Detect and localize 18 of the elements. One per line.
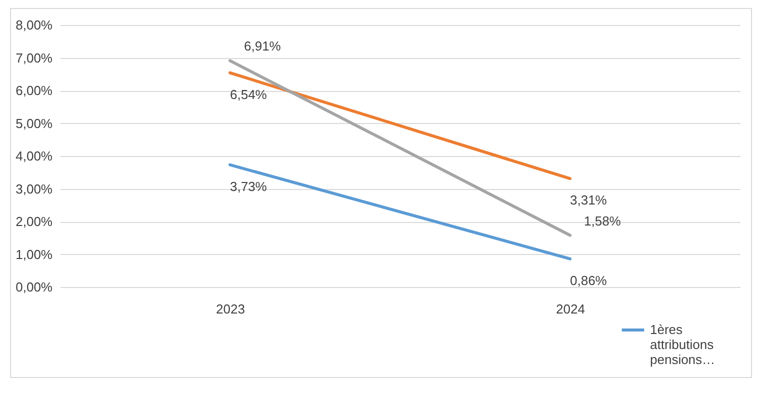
x-tick-label: 2024 bbox=[556, 302, 585, 316]
data-label: 6,54% bbox=[230, 86, 268, 102]
data-label: 3,31% bbox=[570, 192, 608, 208]
y-tick-label: 7,00% bbox=[16, 50, 53, 66]
y-tick-label: 5,00% bbox=[16, 116, 53, 131]
legend-label: 1ères attributions pensions… bbox=[650, 322, 716, 367]
y-tick-label: 0,00% bbox=[16, 280, 53, 294]
y-tick-label: 1,00% bbox=[16, 246, 53, 262]
y-tick-label: 8,00% bbox=[16, 18, 53, 32]
x-tick-label: 2023 bbox=[216, 302, 245, 316]
data-label: 1,58% bbox=[584, 213, 622, 228]
data-label: 3,73% bbox=[230, 178, 268, 194]
data-label: 0,86% bbox=[570, 272, 608, 288]
y-tick-label: 4,00% bbox=[16, 148, 53, 164]
data-label: 6,91% bbox=[244, 38, 282, 54]
y-tick-label: 2,00% bbox=[16, 214, 53, 229]
y-tick-label: 3,00% bbox=[16, 181, 53, 196]
y-tick-label: 6,00% bbox=[16, 83, 53, 98]
